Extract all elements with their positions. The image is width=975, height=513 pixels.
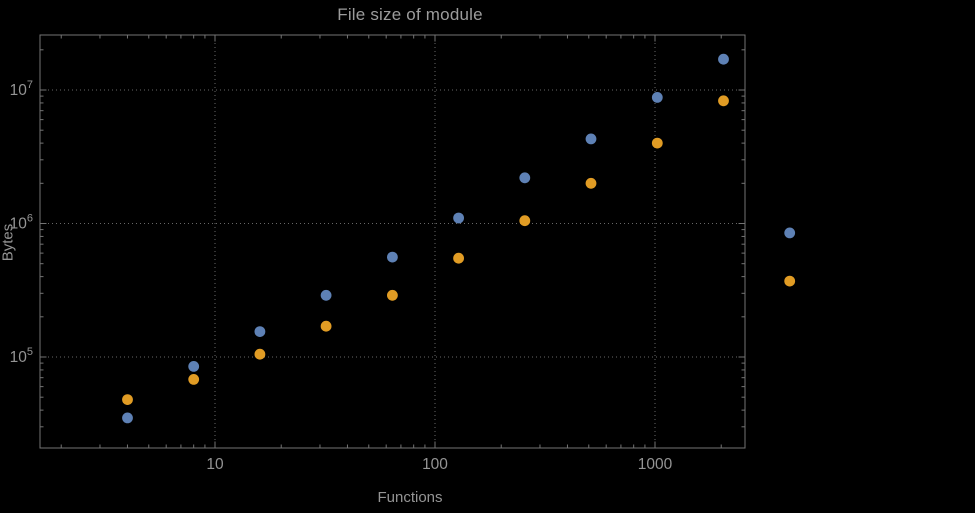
data-point-orange-series: [387, 289, 398, 301]
data-point-orange-series: [122, 394, 133, 405]
x-tick-label: 10: [206, 456, 224, 473]
data-point-blue-series: [188, 361, 200, 372]
data-point-blue-series: [651, 92, 663, 103]
data-point-orange-series: [453, 252, 464, 264]
data-point-orange-series: [784, 275, 796, 287]
data-point-blue-series: [320, 289, 332, 301]
data-point-orange-series: [188, 374, 200, 385]
y-tick-label: 107: [10, 79, 33, 99]
data-point-blue-series: [453, 212, 464, 224]
data-point-blue-series: [519, 172, 531, 184]
x-tick-label: 1000: [638, 456, 673, 473]
data-point-orange-series: [519, 215, 531, 227]
chart-title: File size of module: [337, 5, 483, 24]
y-tick-label: 106: [10, 213, 33, 233]
x-axis-label: Functions: [377, 489, 443, 506]
y-axis-label: Bytes: [0, 223, 17, 262]
data-point-blue-series: [784, 227, 796, 239]
y-tick-label: 105: [10, 346, 33, 366]
data-point-orange-series: [254, 348, 266, 360]
plot-frame: [39, 34, 746, 449]
data-point-orange-series: [718, 95, 729, 107]
data-point-blue-series: [387, 251, 398, 263]
data-point-blue-series: [718, 53, 729, 65]
x-tick-label: 100: [422, 456, 448, 473]
data-point-orange-series: [651, 137, 663, 149]
data-point-orange-series: [585, 177, 597, 189]
data-point-blue-series: [585, 133, 597, 145]
data-point-blue-series: [254, 326, 266, 337]
data-point-orange-series: [320, 320, 332, 332]
data-point-blue-series: [122, 412, 133, 424]
